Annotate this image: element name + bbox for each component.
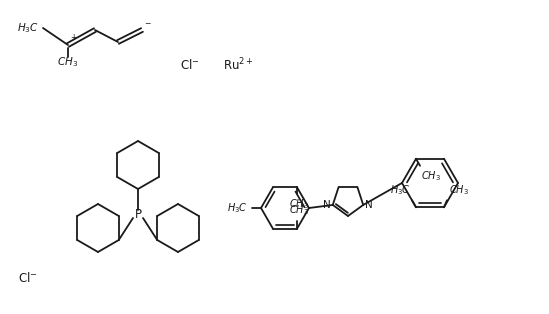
Text: Ru$^{2+}$: Ru$^{2+}$	[223, 57, 253, 73]
Text: +: +	[70, 34, 76, 42]
Text: N: N	[365, 200, 373, 210]
Text: $H_3C$: $H_3C$	[17, 21, 39, 35]
Text: $CH_3$: $CH_3$	[289, 203, 309, 217]
Text: N: N	[323, 200, 331, 210]
Text: $CH_3$: $CH_3$	[58, 55, 79, 69]
Text: $CH_3$: $CH_3$	[289, 197, 309, 211]
Text: $H_3C$: $H_3C$	[227, 201, 248, 215]
Text: P: P	[135, 208, 142, 221]
Text: −: −	[144, 19, 150, 29]
Text: $CH_3$: $CH_3$	[449, 183, 469, 197]
Text: Cl$^{-}$: Cl$^{-}$	[18, 271, 38, 285]
Text: $H_3C$: $H_3C$	[390, 183, 411, 197]
Text: $CH_3$: $CH_3$	[421, 169, 441, 182]
Text: Cl$^{-}$: Cl$^{-}$	[180, 58, 200, 72]
